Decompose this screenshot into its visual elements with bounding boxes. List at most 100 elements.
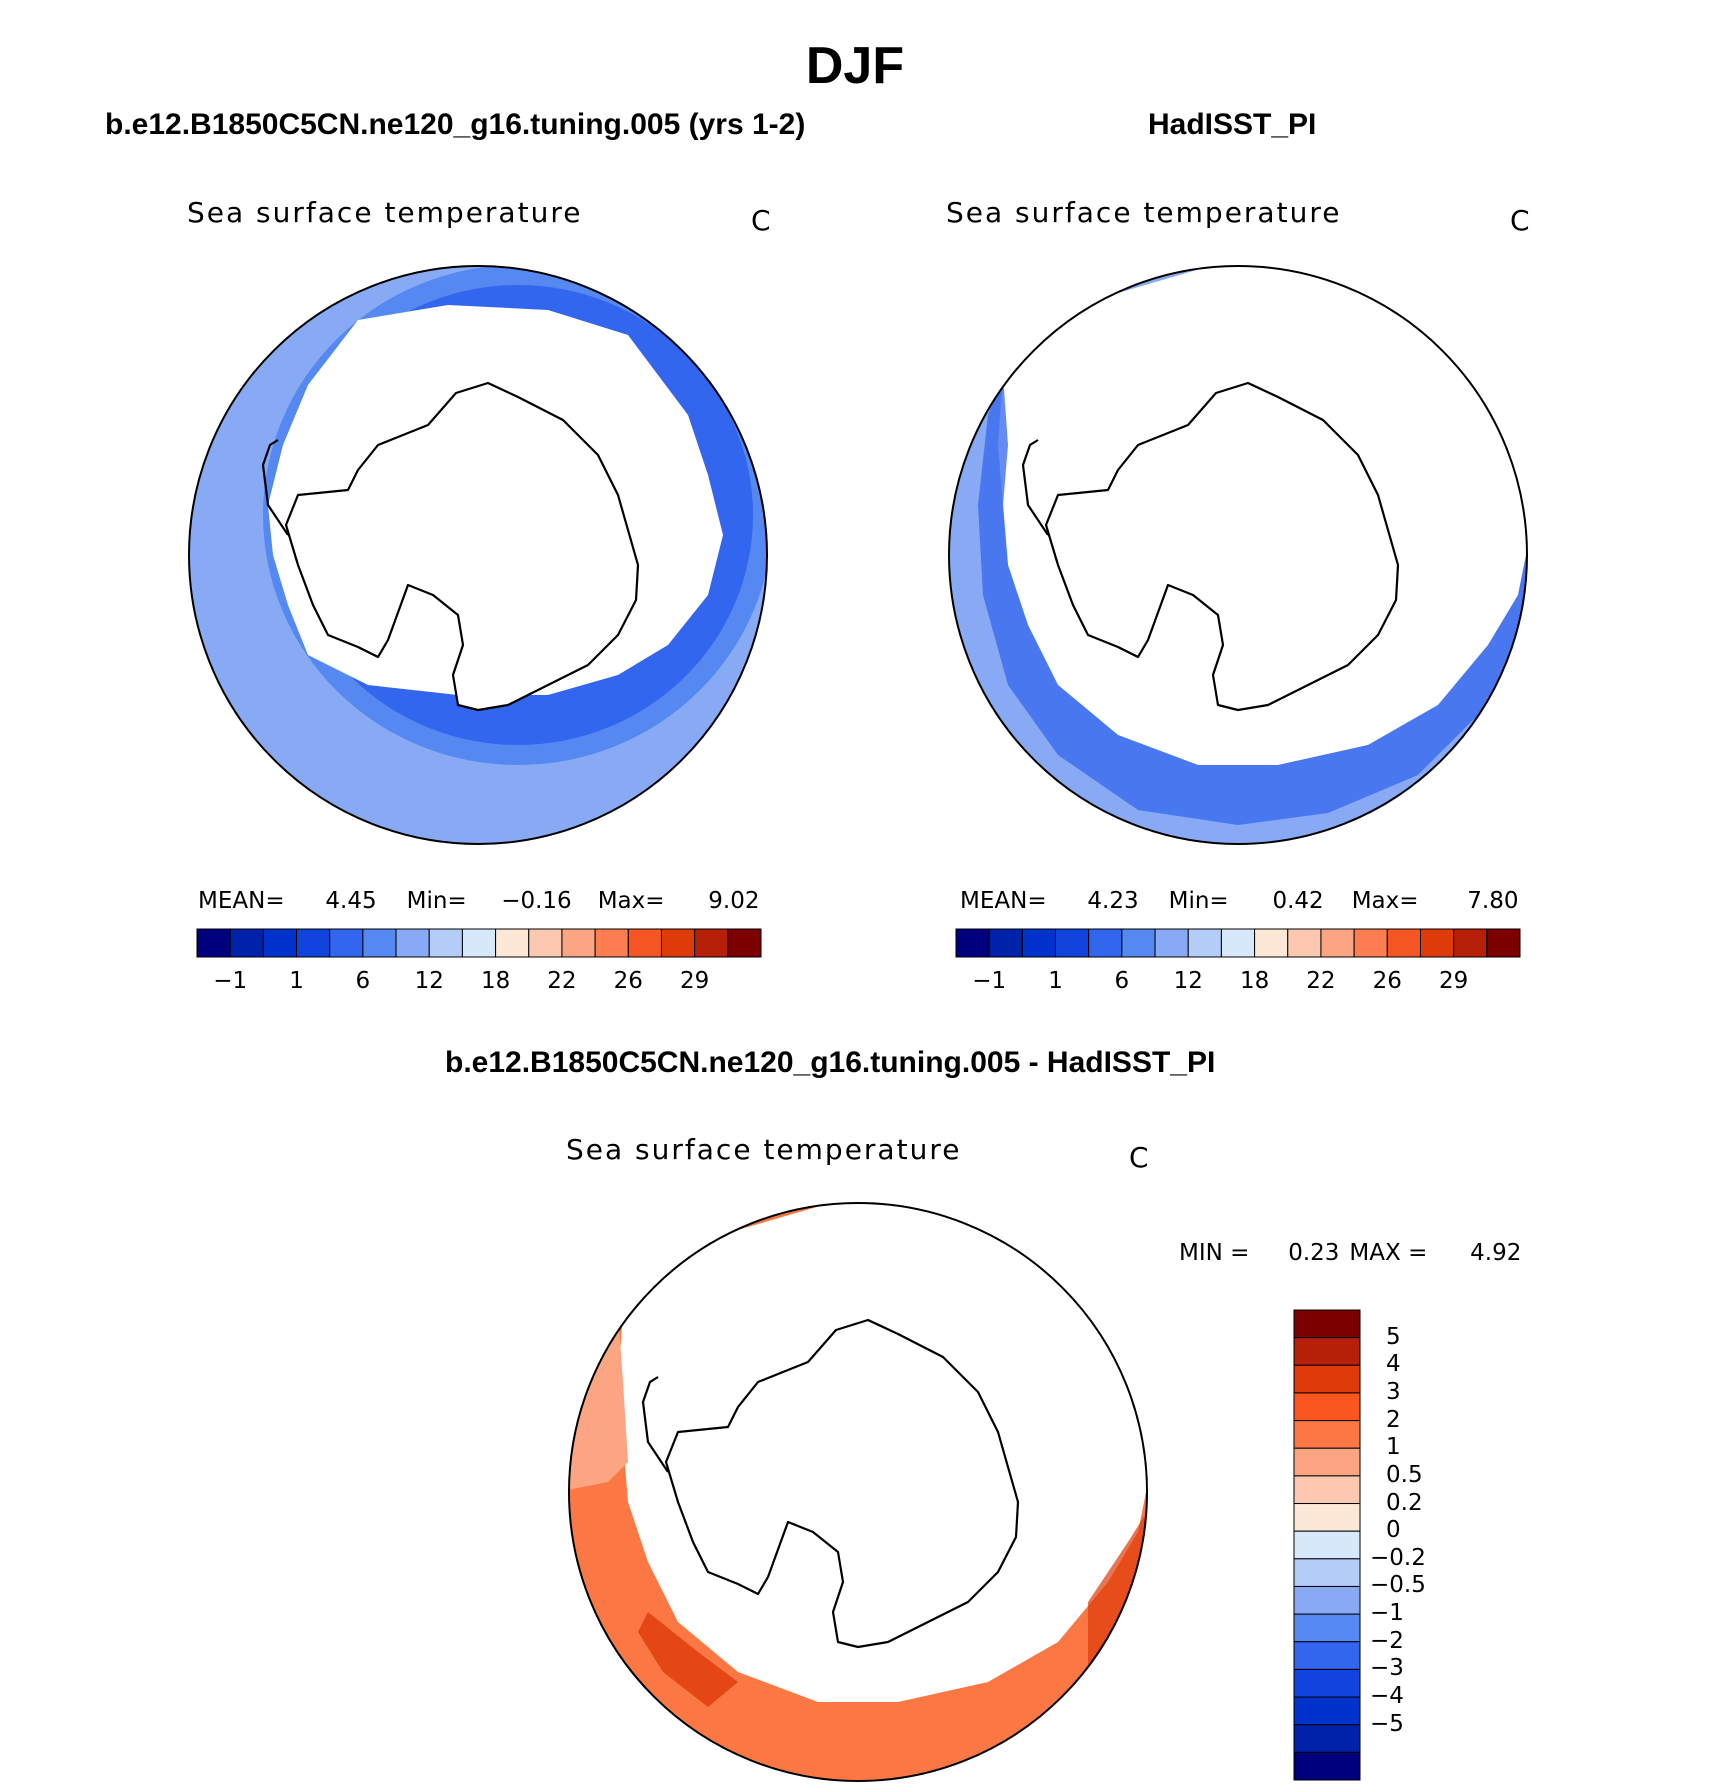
diff-colorbar-tick-label: 1 [1386,1434,1401,1461]
diff-colorbar-swatch [1293,1364,1361,1394]
model-antarctica-coastline [284,381,640,712]
diff-colorbar-swatch [1293,1337,1361,1366]
diff-colorbar-ticks: 5 4 3 2 1 0.5 0.2 0 −0.2 −0.5 −1 −2 −3 −4 −5 [1370,1310,1498,1780]
obs-colorbar-swatch [955,928,990,958]
model-polar-map [188,265,768,845]
model-colorbar-swatch [528,928,563,958]
model-variable-label: Sea surface temperature [187,196,583,229]
obs-colorbar-swatch [1353,928,1388,958]
diff-colorbar-tick-label: −0.2 [1370,1544,1426,1571]
obs-antarctica-coastline [1044,381,1400,712]
diff-colorbar-swatch [1293,1751,1361,1781]
diff-colorbar-swatch [1293,1447,1361,1477]
obs-colorbar-swatch [1386,928,1421,958]
obs-colorbar-swatch [1254,928,1289,958]
obs-colorbar-swatch [1187,928,1222,958]
diff-colorbar-swatch [1293,1585,1361,1615]
obs-colorbar-swatch [1055,928,1090,958]
diff-colorbar-tick-label: 0 [1386,1517,1401,1544]
model-colorbar-swatch [428,928,463,958]
model-colorbar-tick-label: −1 [213,968,248,994]
obs-colorbar-tick-label: 1 [1048,968,1063,994]
obs-colorbar-swatch [1486,928,1521,958]
obs-peninsula [1021,439,1049,536]
diff-colorbar-tick-label: −0.5 [1370,1572,1426,1599]
figure-title: DJF [805,37,905,95]
obs-colorbar-swatch [1154,928,1189,958]
model-colorbar-swatch [561,928,596,958]
model-colorbar-swatch [229,928,264,958]
diff-colorbar-swatch [1293,1668,1361,1698]
model-colorbar-tick-label: 6 [355,968,371,994]
obs-colorbar-tick-label: 26 [1372,968,1402,994]
diff-colorbar-swatch [1293,1530,1361,1560]
diff-variable-label: Sea surface temperature [566,1133,962,1166]
obs-map-boundary [948,265,1528,845]
obs-colorbar-swatch [1121,928,1156,958]
diff-antarctica-coastline [664,1318,1020,1649]
model-colorbar-tick-label: 29 [680,968,710,994]
obs-colorbar-swatch [1021,928,1057,958]
model-colorbar-swatch [262,928,298,958]
model-colorbar-swatch [196,928,231,958]
obs-colorbar-tick-label: 22 [1306,968,1336,994]
diff-low-region [569,1312,628,1492]
diff-units-label: C [1129,1141,1149,1174]
model-colorbar-swatch [727,928,762,958]
diff-colorbar-tick-label: 2 [1386,1406,1401,1433]
model-colorbar-swatch [627,928,662,958]
diff-colorbar-swatch [1293,1641,1361,1670]
model-peninsula [261,439,289,536]
diff-polar-map [568,1202,1148,1782]
model-colorbar-swatch [495,928,530,958]
obs-colorbar-swatch [1287,928,1322,958]
obs-colorbar [955,928,1521,958]
diff-colorbar-tick-label: 4 [1386,1351,1401,1378]
diff-colorbar-tick-label: −3 [1370,1655,1404,1682]
model-colorbar-swatch [296,928,331,958]
model-colorbar-tick-label: 18 [480,968,511,994]
diff-colorbar-tick-label: −2 [1370,1627,1404,1654]
obs-colorbar-tick-label: 6 [1114,968,1130,994]
obs-colorbar-tick-label: −1 [972,968,1007,994]
model-colorbar-swatch [694,928,729,958]
obs-colorbar-swatch [1453,928,1488,958]
obs-colorbar-swatch [1220,928,1256,958]
obs-colorbar-swatch [1088,928,1123,958]
diff-colorbar-swatch [1293,1475,1361,1505]
diff-colorbar-swatch [1293,1696,1361,1726]
model-colorbar-swatch [594,928,629,958]
obs-colorbar-ticks: −1 1 6 12 18 22 26 29 [956,968,1520,998]
model-colorbar-swatch [362,928,397,958]
obs-colorbar-tick-label: 29 [1439,968,1469,994]
diff-colorbar-swatch [1293,1613,1361,1643]
obs-colorbar-tick-label: 18 [1239,968,1270,994]
obs-variable-label: Sea surface temperature [946,196,1342,229]
diff-colorbar-tick-label: 5 [1386,1323,1401,1350]
model-colorbar-tick-label: 12 [414,968,444,994]
diff-colorbar-tick-label: −5 [1370,1710,1404,1737]
obs-colorbar-swatch [1419,928,1455,958]
model-colorbar-tick-label: 1 [289,968,304,994]
diff-colorbar-tick-label: −4 [1370,1683,1404,1710]
model-map-boundary [188,265,768,845]
diff-colorbar-tick-label: 0.5 [1386,1461,1423,1488]
model-stats: MEAN= 4.45 Min= −0.16 Max= 9.02 [198,888,760,914]
model-colorbar-tick-label: 22 [547,968,577,994]
diff-high-region-south [638,1612,738,1707]
model-colorbar [196,928,762,958]
diff-high-region-east [1088,1502,1147,1672]
obs-panel-title: HadISST_PI [1148,108,1317,141]
obs-colorbar-swatch [1320,928,1355,958]
diff-colorbar-tick-label: 3 [1386,1378,1401,1405]
diff-colorbar-swatch [1293,1392,1361,1422]
diff-map-boundary [568,1202,1148,1782]
obs-colorbar-swatch [988,928,1023,958]
model-colorbar-swatch [329,928,364,958]
diff-colorbar-swatch [1293,1420,1361,1449]
model-colorbar-swatch [461,928,497,958]
model-colorbar-swatch [395,928,430,958]
model-colorbar-ticks: −1 1 6 12 18 22 26 29 [197,968,761,998]
diff-panel-title: b.e12.B1850C5CN.ne120_g16.tuning.005 - H… [445,1046,1216,1079]
diff-stats: MIN = 0.23 MAX = 4.92 [1179,1240,1522,1266]
